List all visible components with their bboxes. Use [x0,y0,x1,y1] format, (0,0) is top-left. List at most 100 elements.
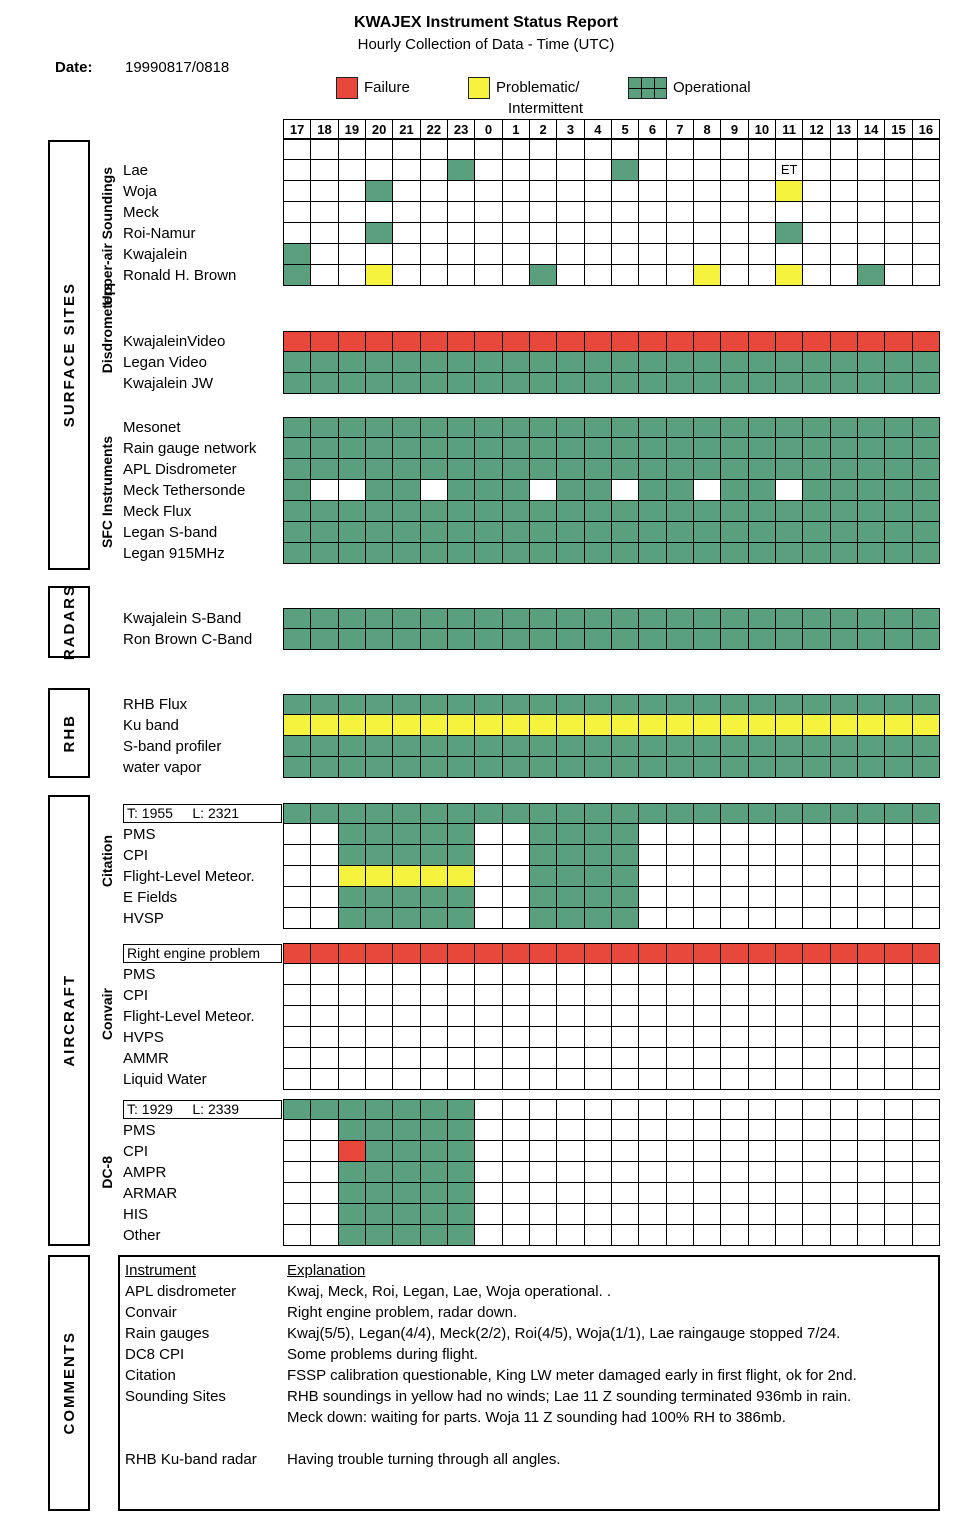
status-cell [284,1183,312,1204]
status-cell [639,522,667,543]
status-cell [530,887,558,908]
comment-instrument: Rain gauges [125,1325,210,1342]
status-cell [338,757,366,778]
status-cells [283,459,940,480]
status-cell [584,332,612,352]
status-cell [502,223,530,244]
status-cell [448,1120,476,1141]
status-cell [311,866,339,887]
grid-row: Right engine problem [120,943,940,964]
status-cell [502,866,530,887]
status-cell [858,1027,886,1048]
status-cell [803,804,831,824]
status-cell [639,223,667,244]
status-cell [912,715,940,736]
status-cell [666,736,694,757]
status-cell [803,1069,831,1090]
status-cell [858,1100,886,1120]
status-cell [584,629,612,650]
status-cell [448,352,476,373]
status-cells [283,985,940,1006]
status-cell [858,887,886,908]
status-cell [612,1204,640,1225]
page-title: KWAJEX Instrument Status Report [353,14,619,31]
status-cell [612,352,640,373]
comment-explanation: Meck down: waiting for parts. Woja 11 Z … [287,1409,786,1426]
status-cell [912,265,940,286]
status-cell [748,543,776,564]
status-cell [530,265,558,286]
status-cell [666,459,694,480]
status-cells [283,1162,940,1183]
status-cell [448,715,476,736]
row-label: Liquid Water [123,1071,207,1088]
status-cell [557,181,585,202]
status-cell [393,1069,421,1090]
status-cell [612,438,640,459]
status-cell [912,736,940,757]
status-cell [557,866,585,887]
status-cells [283,244,940,265]
status-cell [475,629,503,650]
status-cell [858,522,886,543]
grid-row: PMS [120,824,940,845]
status-cell [694,181,722,202]
status-cell [858,1069,886,1090]
status-cell [803,244,831,265]
status-cell [830,944,858,964]
grid-row: Ronald H. Brown [120,265,940,286]
status-cell [830,609,858,629]
status-cell [475,160,503,181]
status-cell [584,1183,612,1204]
status-cell [748,1183,776,1204]
status-cell [311,418,339,438]
status-cell [830,1141,858,1162]
status-cell [666,352,694,373]
row-label: Kwajalein JW [123,375,214,392]
grid-upper-air-soundings: Lae ET Woja Meck Roi-Namur Kwajalein Ronald H.… [120,139,940,286]
status-cell [612,543,640,564]
status-cell [584,373,612,394]
status-cell [803,181,831,202]
status-cell [830,373,858,394]
grid-row: RHB Flux [120,694,940,715]
status-cell [639,1069,667,1090]
status-cell [338,715,366,736]
status-cell [776,418,804,438]
status-cell [748,715,776,736]
status-cell [557,1006,585,1027]
status-cell [694,944,722,964]
row-label: Ron Brown C-Band [123,631,253,648]
status-cell [311,265,339,286]
status-cell [584,736,612,757]
status-cell [721,223,749,244]
status-cell [366,543,394,564]
status-cell [830,543,858,564]
status-cell [420,757,448,778]
status-cell [448,501,476,522]
status-cell [912,985,940,1006]
status-cell [803,985,831,1006]
status-cell [748,181,776,202]
status-cell [885,757,913,778]
status-cell [803,501,831,522]
status-cell [393,845,421,866]
status-cells [283,181,940,202]
status-cell [311,736,339,757]
status-cells [283,1006,940,1027]
status-cell [338,866,366,887]
status-cell [502,695,530,715]
status-cell [475,715,503,736]
group-citation: Citation [95,798,119,924]
grid-row: CPI [120,985,940,1006]
hour-label: 13 [830,120,858,139]
status-cell [338,1069,366,1090]
status-cell [885,609,913,629]
status-cell [311,352,339,373]
status-cell [557,629,585,650]
status-cell [803,887,831,908]
status-cell [557,438,585,459]
status-cell [748,501,776,522]
status-cell [284,944,312,964]
status-cell [366,1027,394,1048]
